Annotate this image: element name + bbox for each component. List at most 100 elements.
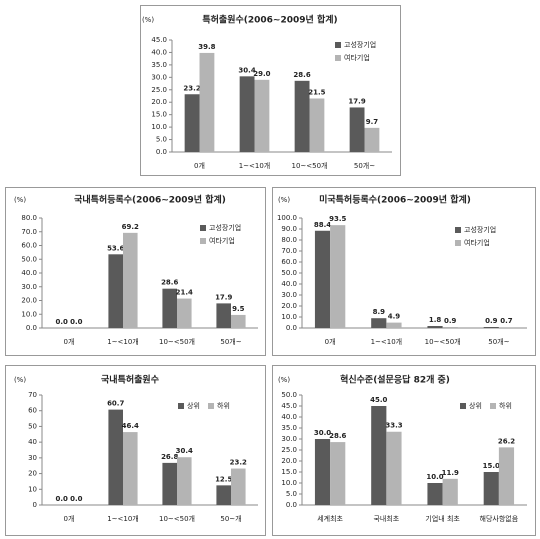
legend-swatch: [455, 227, 461, 233]
y-tick-label: 25.0: [151, 86, 167, 94]
y-tick-label: 0.0: [286, 324, 297, 332]
value-label: 30.4: [176, 447, 193, 455]
bar: [442, 478, 458, 505]
value-label: 0.9: [485, 317, 498, 325]
legend-label: 고성장기업: [344, 40, 376, 49]
x-tick-label: 해당사항없음: [480, 514, 519, 523]
x-tick-label: 50개~: [354, 161, 375, 170]
bar: [199, 52, 215, 152]
value-label: 0.7: [500, 317, 513, 325]
value-label: 39.8: [198, 43, 215, 51]
y-tick-label: 0.0: [26, 324, 37, 332]
value-label: 28.6: [293, 71, 310, 79]
value-label: 26.2: [498, 437, 515, 445]
value-label: 0.0: [56, 495, 69, 503]
y-tick-label: 30.0: [281, 435, 297, 443]
legend-label: 상위: [469, 401, 482, 410]
y-axis-label: (%): [14, 376, 26, 384]
bar: [162, 288, 177, 328]
y-axis-label: (%): [142, 16, 154, 24]
bar: [330, 225, 346, 328]
legend-swatch: [200, 238, 206, 244]
y-tick-label: 0: [33, 501, 37, 509]
value-label: 0.0: [70, 495, 83, 503]
y-tick-label: 70: [28, 391, 37, 399]
y-tick-label: 100.0: [277, 214, 297, 222]
bar: [442, 327, 458, 328]
panel: [272, 365, 536, 536]
bar: [498, 447, 515, 505]
bar: [386, 322, 402, 328]
legend-label: 여타기업: [464, 238, 490, 247]
x-tick-label: 50~개: [220, 514, 241, 523]
legend-swatch: [335, 55, 341, 61]
value-label: 28.6: [329, 432, 346, 440]
value-label: 0.0: [56, 318, 69, 326]
value-label: 11.9: [442, 469, 459, 477]
value-label: 30.4: [238, 66, 255, 74]
y-tick-label: 40.0: [21, 269, 37, 277]
value-label: 53.6: [107, 244, 124, 252]
x-tick-label: 기업내 최초: [425, 514, 460, 523]
value-label: 33.3: [385, 422, 402, 430]
legend-label: 고성장기업: [464, 225, 496, 234]
y-tick-label: 30: [28, 454, 37, 462]
x-tick-label: 10~<50개: [159, 337, 195, 346]
y-tick-label: 15.0: [151, 111, 167, 119]
y-tick-label: 30.0: [151, 73, 167, 81]
legend-label: 여타기업: [344, 53, 370, 62]
x-tick-label: 0개: [64, 514, 75, 523]
chart-title: 국내특허출원수: [101, 374, 159, 386]
value-label: 60.7: [107, 400, 124, 408]
bar: [349, 107, 365, 152]
y-tick-label: 15.0: [281, 468, 297, 476]
legend-label: 하위: [499, 401, 512, 410]
value-label: 10.0: [426, 473, 443, 481]
value-label: 4.9: [388, 313, 401, 321]
bar: [216, 303, 231, 328]
y-tick-label: 20.0: [281, 302, 297, 310]
value-label: 93.5: [329, 215, 346, 223]
y-tick-label: 40.0: [281, 413, 297, 421]
x-tick-label: 0개: [194, 161, 205, 170]
x-tick-label: 50개~: [220, 337, 241, 346]
y-tick-label: 10.0: [151, 123, 167, 131]
y-tick-label: 50: [28, 422, 37, 430]
x-tick-label: 세계최초: [317, 514, 343, 523]
bar: [371, 318, 387, 328]
y-tick-label: 80.0: [21, 214, 37, 222]
value-label: 21.5: [308, 88, 325, 96]
bar: [294, 80, 310, 152]
y-tick-label: 20.0: [151, 98, 167, 106]
x-tick-label: 10~<50개: [159, 514, 195, 523]
y-tick-label: 20: [28, 470, 37, 478]
value-label: 46.4: [122, 422, 139, 430]
bar: [314, 230, 331, 328]
legend-label: 여타기업: [209, 236, 235, 245]
y-tick-label: 70.0: [281, 247, 297, 255]
value-label: 29.0: [253, 70, 270, 78]
y-tick-label: 30.0: [21, 283, 37, 291]
y-tick-label: 50.0: [21, 255, 37, 263]
value-label: 21.4: [176, 289, 193, 297]
legend-label: 고성장기업: [209, 223, 241, 232]
bar: [123, 232, 138, 328]
value-label: 23.2: [230, 459, 247, 467]
y-tick-label: 20.0: [21, 297, 37, 305]
x-tick-label: 1~<10개: [107, 337, 139, 346]
bar: [483, 327, 499, 328]
bar: [239, 76, 255, 152]
y-tick-label: 0.0: [156, 148, 167, 156]
legend-swatch: [335, 42, 341, 48]
value-label: 0.9: [444, 317, 457, 325]
value-label: 17.9: [348, 97, 365, 105]
y-tick-label: 5.0: [286, 490, 297, 498]
y-axis-label: (%): [278, 376, 290, 384]
y-tick-label: 40.0: [281, 280, 297, 288]
legend-swatch: [490, 403, 496, 409]
panel: [272, 187, 536, 356]
y-tick-label: 40.0: [151, 48, 167, 56]
value-label: 8.9: [373, 308, 386, 316]
x-tick-label: 10~<50개: [292, 161, 328, 170]
